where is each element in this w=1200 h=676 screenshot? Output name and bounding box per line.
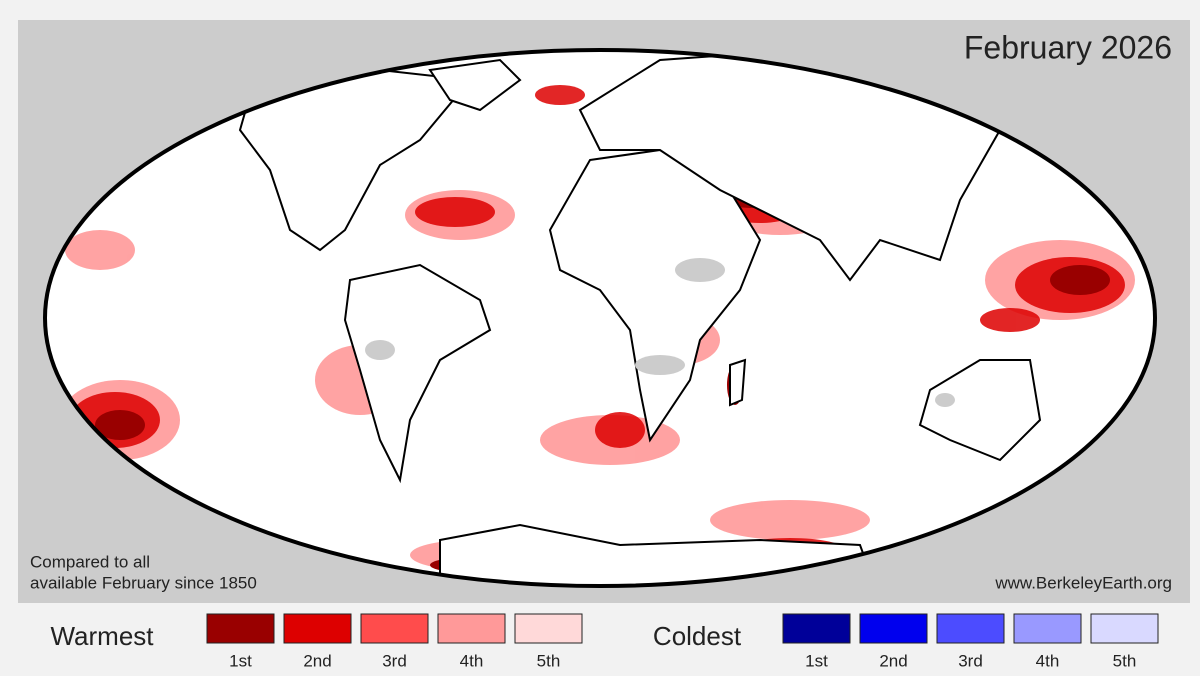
legend-cold-label: Coldest <box>653 621 742 651</box>
legend-swatch-label: 2nd <box>879 651 907 670</box>
note-line: Compared to all <box>30 552 150 571</box>
note-line: available February since 1850 <box>30 573 257 592</box>
legend-swatch <box>514 613 583 644</box>
legend-swatch <box>782 613 851 644</box>
legend-swatch <box>1013 613 1082 644</box>
legend-swatch-label: 4th <box>1036 651 1060 670</box>
legend-swatch-label: 3rd <box>382 651 407 670</box>
globe-outline <box>43 48 1157 588</box>
legend-swatch <box>206 613 275 644</box>
legend-swatch-label: 2nd <box>303 651 331 670</box>
legend-swatch <box>1090 613 1159 644</box>
legend-swatch-label: 3rd <box>958 651 983 670</box>
legend-swatch <box>283 613 352 644</box>
legend-swatch-label: 1st <box>229 651 252 670</box>
legend-swatch-label: 5th <box>1113 651 1137 670</box>
legend-swatch-label: 4th <box>460 651 484 670</box>
anomaly-field <box>60 50 1135 586</box>
legend-swatch-label: 5th <box>537 651 561 670</box>
legend-swatch <box>859 613 928 644</box>
legend-warm-label: Warmest <box>50 621 154 651</box>
legend-swatch-label: 1st <box>805 651 828 670</box>
source: www.BerkeleyEarth.org <box>994 573 1172 592</box>
legend-swatch <box>360 613 429 644</box>
legend-swatch <box>437 613 506 644</box>
legend-swatch <box>936 613 1005 644</box>
map-title: February 2026 <box>964 29 1172 65</box>
